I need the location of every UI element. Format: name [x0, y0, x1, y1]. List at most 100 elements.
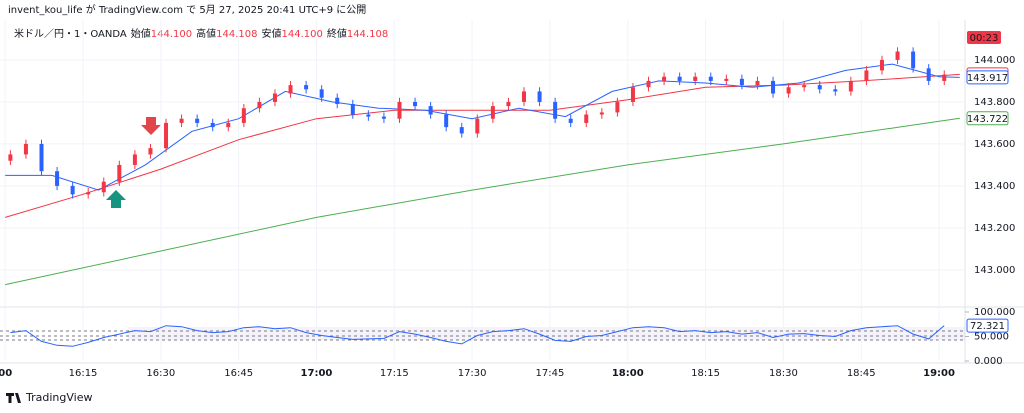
footer-logo: TradingView	[6, 391, 92, 404]
candle-body	[475, 118, 480, 134]
candle-body	[942, 74, 947, 81]
x-tick-label: 16:30	[146, 368, 175, 379]
candle-body	[693, 76, 698, 81]
candle-body	[724, 78, 729, 81]
candle-body	[164, 122, 169, 149]
ma-line	[5, 117, 960, 286]
candle-body	[802, 85, 807, 88]
field-label: 終値	[327, 27, 347, 40]
price-tag	[966, 318, 1009, 333]
rsi-tick-label: 100.000	[974, 307, 1015, 318]
candle-body	[148, 148, 153, 155]
candle-body	[926, 68, 931, 81]
candle-body	[70, 185, 75, 195]
x-tick-label: 16:15	[69, 368, 98, 379]
x-tick-label: 16:45	[224, 368, 253, 379]
buy-arrow	[106, 190, 126, 208]
candle-body	[117, 164, 122, 182]
candle-body	[833, 89, 838, 92]
x-tick-label: 00	[0, 368, 12, 379]
x-tick-label: 19:00	[923, 368, 955, 379]
x-tick-label: 18:00	[612, 368, 644, 379]
symbol: 米ドル／円・1・OANDA	[14, 27, 127, 40]
candle-body	[553, 101, 558, 119]
candle-body	[39, 143, 44, 172]
countdown-label: 00:23	[970, 33, 999, 44]
logo-mark	[6, 393, 21, 403]
field-label: 始値	[131, 27, 151, 40]
candle-body	[350, 104, 355, 115]
price-tag	[966, 111, 1009, 126]
price-tag-label: 72.321	[970, 321, 1005, 332]
countdown-tag	[967, 31, 1001, 44]
y-tick-label: 144.000	[974, 55, 1015, 66]
candle-body	[335, 97, 340, 105]
x-tick-label: 18:15	[691, 368, 720, 379]
ma-line	[5, 63, 960, 191]
footer-text: TradingView	[25, 391, 92, 404]
candle-body	[662, 76, 667, 81]
candle-body	[226, 122, 231, 128]
candle-body	[8, 154, 13, 161]
rsi-tick-label: 0.000	[974, 356, 1003, 367]
y-tick-label: 143.600	[974, 139, 1015, 150]
candle-body	[428, 106, 433, 115]
candle-body	[817, 85, 822, 90]
field-value: 144.100	[281, 29, 322, 40]
candle-body	[490, 106, 495, 119]
field-label: 高値	[196, 27, 216, 40]
candle-body	[506, 101, 511, 107]
candle-body	[584, 114, 589, 123]
candle-body	[381, 116, 386, 119]
candle-body	[366, 114, 371, 117]
candle-body	[911, 51, 916, 69]
candle-body	[257, 101, 262, 109]
rsi-tick-label: 50.000	[974, 332, 1009, 343]
candle-body	[319, 89, 324, 98]
candle-body	[132, 154, 137, 165]
candle-body	[739, 78, 744, 86]
field-label: 安値	[261, 27, 281, 40]
y-tick-label: 143.000	[974, 265, 1015, 276]
candle-body	[397, 101, 402, 119]
field-value: 144.100	[151, 29, 192, 40]
field-value: 144.108	[347, 29, 388, 40]
y-tick-label: 143.400	[974, 181, 1015, 192]
candle-body	[599, 112, 604, 115]
candle-body	[786, 87, 791, 94]
candle-body	[630, 87, 635, 102]
price-tag-label: 143.722	[967, 114, 1008, 125]
candle-body	[444, 114, 449, 128]
rsi-line	[10, 325, 945, 347]
x-tick-label: 18:30	[769, 368, 798, 379]
candle-body	[848, 80, 853, 92]
candle-body	[459, 127, 464, 134]
ma-line	[5, 73, 960, 218]
candle-body	[537, 91, 542, 102]
x-tick-label: 18:45	[847, 368, 876, 379]
candle-body	[522, 91, 527, 102]
candle-body	[241, 108, 246, 123]
field-value: 144.108	[216, 29, 257, 40]
candle-body	[864, 70, 869, 81]
candle-body	[646, 80, 651, 88]
candle-body	[272, 93, 277, 102]
candle-body	[288, 85, 293, 94]
candle-body	[568, 118, 573, 123]
price-tag-label: 143.917	[967, 73, 1008, 84]
header: invent_kou_life が TradingView.com で 5月 2…	[8, 3, 366, 16]
price-tag	[966, 70, 1009, 85]
candle-body	[771, 80, 776, 94]
candle-body	[413, 101, 418, 107]
candle-body	[179, 118, 184, 123]
candle-body	[210, 122, 215, 128]
candle-body	[55, 171, 60, 186]
x-tick-label: 17:30	[458, 368, 487, 379]
x-tick-label: 17:45	[536, 368, 565, 379]
legend: 米ドル／円・1・OANDA 始値144.100 高値144.108 安値144.100…	[14, 27, 388, 40]
candle-body	[304, 85, 309, 90]
sell-arrow	[141, 117, 161, 135]
candle-body	[615, 101, 620, 113]
